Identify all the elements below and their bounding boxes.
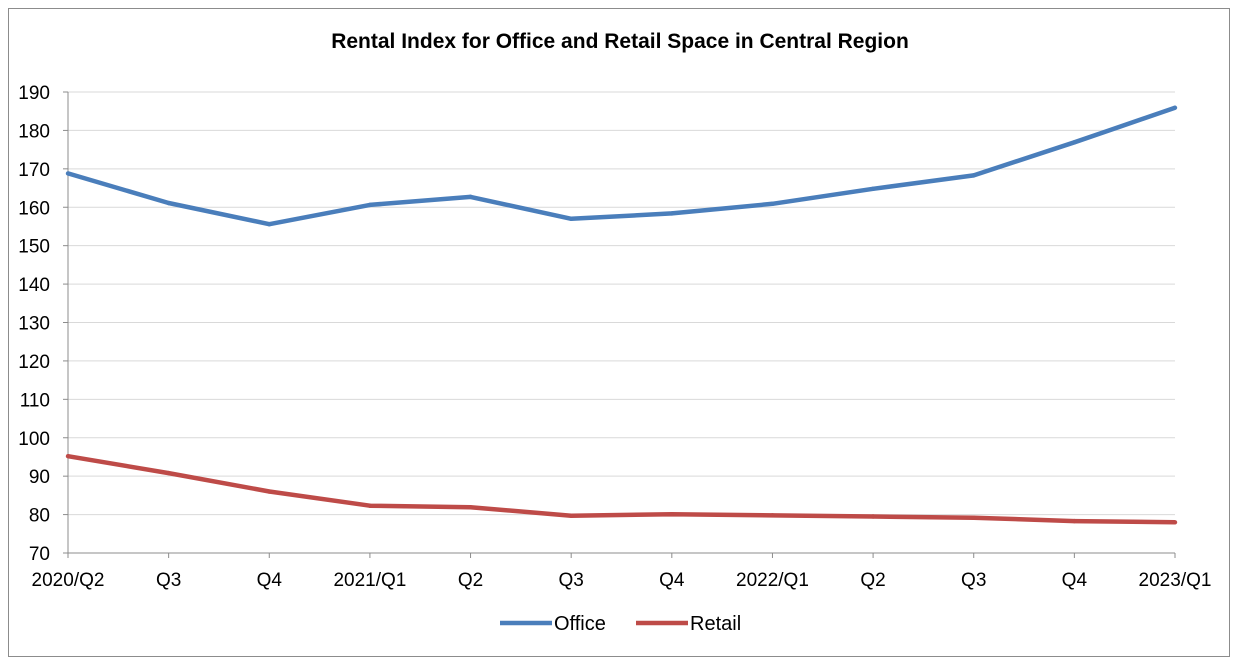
data-point-office — [1072, 140, 1077, 145]
y-tick-label: 170 — [18, 160, 50, 181]
x-tick-label: Q3 — [156, 570, 181, 591]
x-tick-label: Q3 — [961, 570, 986, 591]
data-point-office — [267, 221, 272, 227]
data-point-office — [568, 216, 574, 221]
data-point-office — [166, 200, 171, 206]
x-tick-label: 2022/Q1 — [736, 570, 809, 591]
y-tick-label: 130 — [18, 314, 50, 335]
x-tick-label: Q4 — [257, 570, 283, 591]
y-tick-label: 70 — [29, 544, 50, 565]
chart-title: Rental Index for Office and Retail Space… — [331, 30, 909, 53]
data-point-retail — [1072, 518, 1077, 524]
x-tick-label: Q4 — [659, 570, 685, 591]
chart-frame — [8, 8, 1230, 657]
data-point-retail — [870, 514, 876, 519]
y-tick-label: 190 — [18, 83, 50, 104]
data-point-office — [468, 194, 473, 200]
y-tick-label: 80 — [29, 506, 50, 527]
data-point-retail — [669, 511, 675, 517]
data-point-retail — [971, 515, 976, 520]
x-tick-label: Q2 — [458, 570, 483, 591]
data-point-retail — [65, 453, 71, 459]
series-line-retail — [67, 453, 1176, 525]
y-tick-label: 160 — [18, 198, 50, 219]
x-tick-label: 2020/Q2 — [32, 570, 105, 591]
y-tick-label: 140 — [18, 275, 50, 296]
x-tick-label: Q2 — [860, 570, 885, 591]
data-point-office — [1172, 105, 1178, 110]
data-point-retail — [468, 505, 473, 510]
data-point-retail — [267, 489, 272, 494]
data-point-office — [770, 201, 775, 206]
data-point-retail — [770, 513, 775, 518]
legend-label-retail: Retail — [690, 613, 741, 635]
y-tick-label: 180 — [18, 121, 50, 142]
data-point-office — [870, 186, 876, 192]
y-tick-label: 120 — [18, 352, 50, 373]
y-tick-label: 110 — [20, 390, 50, 411]
data-point-retail — [568, 513, 574, 518]
x-tick-label: Q3 — [559, 570, 584, 591]
data-point-retail — [166, 470, 171, 476]
x-tick-label: 2021/Q1 — [333, 570, 406, 591]
data-point-office — [65, 171, 71, 176]
data-point-office — [367, 202, 373, 208]
y-tick-label: 90 — [29, 467, 50, 488]
data-point-office — [971, 173, 976, 178]
x-tick-label: Q4 — [1062, 570, 1088, 591]
y-tick-label: 100 — [18, 429, 50, 450]
series-line-office — [67, 105, 1176, 227]
data-point-retail — [1172, 520, 1178, 525]
y-tick-label: 150 — [18, 237, 50, 258]
legend-label-office: Office — [554, 613, 606, 635]
x-tick-label: 2023/Q1 — [1139, 570, 1212, 591]
data-point-retail — [367, 503, 373, 508]
data-point-office — [669, 211, 675, 216]
